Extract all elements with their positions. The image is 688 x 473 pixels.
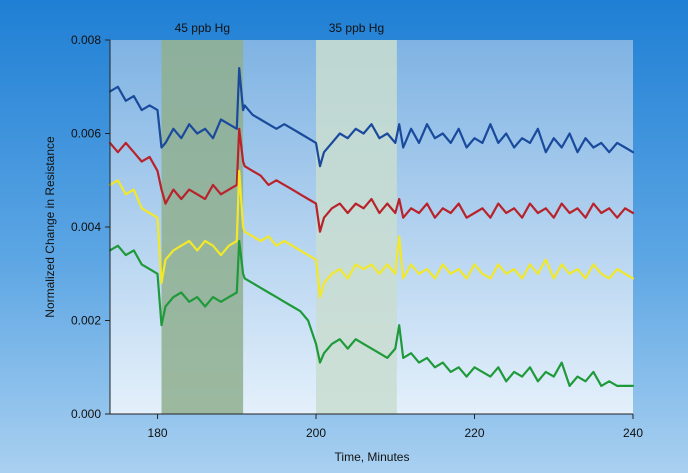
- x-tick-label: 240: [623, 426, 643, 440]
- y-tick-label: 0.004: [71, 220, 101, 234]
- x-tick-label: 220: [464, 426, 484, 440]
- y-axis-title: Normalized Change in Resistance: [43, 136, 57, 318]
- series-line-green: [108, 239, 635, 387]
- y-tick-label: 0.006: [71, 127, 101, 141]
- series-line-yellow: [108, 169, 635, 299]
- y-tick-label: 0.008: [71, 33, 101, 47]
- series-line-red: [108, 127, 635, 233]
- x-axis-title: Time, Minutes: [335, 450, 410, 464]
- y-tick-label: 0.002: [71, 314, 101, 328]
- shaded-region-1: [161, 40, 244, 414]
- x-tick-label: 180: [148, 426, 168, 440]
- shaded-region-label-2: 35 ppb Hg: [329, 21, 384, 35]
- y-tick-label: 0.000: [71, 407, 101, 421]
- x-tick-label: 200: [306, 426, 326, 440]
- shaded-region-2: [316, 40, 397, 414]
- shaded-region-label-1: 45 ppb Hg: [175, 21, 230, 35]
- series-line-blue: [108, 66, 635, 168]
